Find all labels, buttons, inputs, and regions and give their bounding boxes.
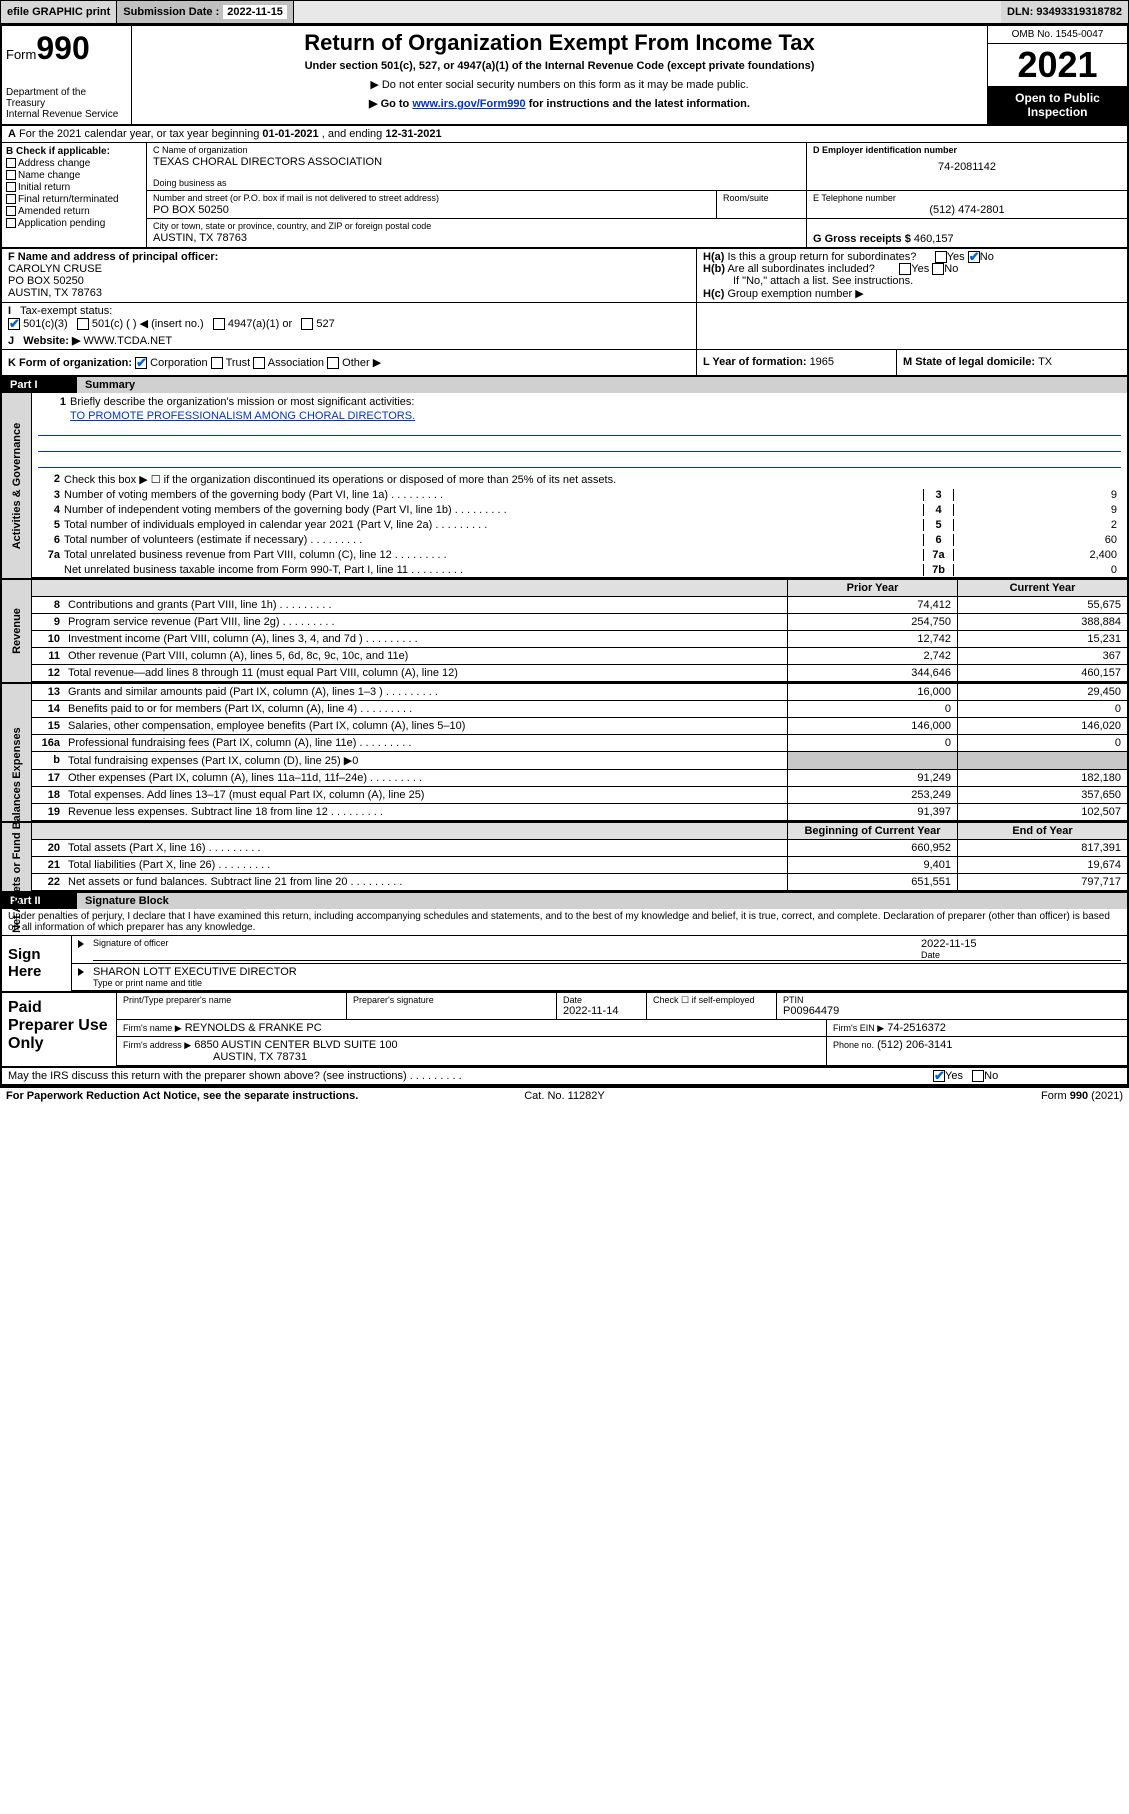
part-1-header: Part I Summary — [2, 377, 1127, 393]
officer-name: SHARON LOTT EXECUTIVE DIRECTOR — [93, 966, 1111, 978]
firm-name: REYNOLDS & FRANKE PC — [185, 1022, 322, 1034]
org-name: TEXAS CHORAL DIRECTORS ASSOCIATION — [153, 156, 800, 168]
group-return-section: H(a) Is this a group return for subordin… — [697, 249, 1127, 302]
gross-receipts-label: G Gross receipts $ — [813, 233, 914, 245]
org-name-label: C Name of organization — [153, 145, 800, 155]
arrow-icon — [78, 968, 84, 976]
irs-link[interactable]: www.irs.gov/Form990 — [412, 98, 525, 110]
cb-501c[interactable] — [77, 318, 89, 330]
side-net-assets: Net Assets or Fund Balances — [2, 823, 32, 891]
tax-year: 2021 — [988, 44, 1127, 87]
efile-graphic-label[interactable]: efile GRAPHIC print — [1, 1, 117, 23]
col-b-header: B Check if applicable: — [6, 146, 110, 157]
side-revenue: Revenue — [2, 580, 32, 682]
cb-other[interactable] — [327, 357, 339, 369]
cb-trust[interactable] — [211, 357, 223, 369]
form-subtitle-3: ▶ Go to www.irs.gov/Form990 for instruct… — [140, 97, 979, 110]
part-2-header: Part II Signature Block — [2, 893, 1127, 909]
discuss-question: May the IRS discuss this return with the… — [2, 1068, 927, 1084]
gross-receipts-value: 460,157 — [914, 233, 954, 245]
cb-association[interactable] — [253, 357, 265, 369]
column-b-checkboxes: B Check if applicable: Address change Na… — [2, 143, 147, 247]
arrow-icon — [78, 940, 84, 948]
department-label: Department of the Treasury Internal Reve… — [6, 87, 127, 120]
city-label: City or town, state or province, country… — [153, 221, 800, 231]
cb-527[interactable] — [301, 318, 313, 330]
address-label: Number and street (or P.O. box if mail i… — [153, 193, 710, 203]
phone-label: E Telephone number — [813, 193, 1121, 203]
cb-corporation[interactable] — [135, 357, 147, 369]
v3: 9 — [953, 489, 1123, 501]
tax-exempt-label: Tax-exempt status: — [20, 305, 112, 317]
cb-application-pending[interactable]: Application pending — [6, 218, 142, 229]
form-990-page: Form990 Department of the Treasury Inter… — [0, 24, 1129, 1088]
mission-statement: TO PROMOTE PROFESSIONALISM AMONG CHORAL … — [70, 410, 415, 422]
form-header: Form990 Department of the Treasury Inter… — [2, 26, 1127, 126]
submission-date-value: 2022-11-15 — [223, 5, 287, 19]
line-1-label: Briefly describe the organization's miss… — [70, 396, 1117, 408]
submission-date-label: Submission Date : — [123, 6, 219, 18]
ein-label: D Employer identification number — [813, 145, 957, 155]
form-title: Return of Organization Exempt From Incom… — [140, 30, 979, 56]
cb-501c3[interactable] — [8, 318, 20, 330]
paid-preparer-label: Paid Preparer Use Only — [2, 993, 117, 1066]
cb-initial-return[interactable]: Initial return — [6, 182, 142, 193]
phone-value: (512) 474-2801 — [813, 204, 1121, 216]
cb-discuss-yes[interactable] — [933, 1070, 945, 1082]
dln: DLN: 93493319318782 — [1001, 1, 1128, 23]
form-of-org: K Form of organization: Corporation Trus… — [2, 350, 697, 375]
row-a-tax-year: A For the 2021 calendar year, or tax yea… — [2, 126, 1127, 143]
line-2: Check this box ▶ ☐ if the organization d… — [64, 473, 1123, 486]
state-domicile: M State of legal domicile: TX — [897, 350, 1127, 375]
cb-name-change[interactable]: Name change — [6, 170, 142, 181]
sign-here-label: Sign Here — [2, 936, 72, 991]
form-number: Form990 — [6, 30, 127, 67]
page-footer: For Paperwork Reduction Act Notice, see … — [0, 1088, 1129, 1104]
cb-discuss-no[interactable] — [972, 1070, 984, 1082]
website-value: WWW.TCDA.NET — [84, 335, 173, 347]
open-to-public: Open to Public Inspection — [988, 87, 1127, 124]
suite-label: Room/suite — [723, 193, 800, 203]
ein-value: 74-2081142 — [813, 161, 1121, 173]
cb-final-return[interactable]: Final return/terminated — [6, 194, 142, 205]
city-value: AUSTIN, TX 78763 — [153, 232, 800, 244]
cb-amended-return[interactable]: Amended return — [6, 206, 142, 217]
principal-officer: F Name and address of principal officer:… — [2, 249, 697, 302]
address-value: PO BOX 50250 — [153, 204, 710, 216]
cb-4947[interactable] — [213, 318, 225, 330]
form-subtitle-2: ▶ Do not enter social security numbers o… — [140, 78, 979, 91]
dba-label: Doing business as — [153, 178, 800, 188]
omb-number: OMB No. 1545-0047 — [988, 26, 1127, 44]
submission-date: Submission Date : 2022-11-15 — [117, 1, 294, 23]
signature-declaration: Under penalties of perjury, I declare th… — [2, 909, 1127, 936]
form-subtitle-1: Under section 501(c), 527, or 4947(a)(1)… — [140, 60, 979, 72]
website-label: Website: ▶ — [23, 335, 80, 347]
cb-address-change[interactable]: Address change — [6, 158, 142, 169]
side-activities-governance: Activities & Governance — [2, 393, 32, 578]
year-formation: L Year of formation: 1965 — [697, 350, 897, 375]
top-bar: efile GRAPHIC print Submission Date : 20… — [0, 0, 1129, 24]
